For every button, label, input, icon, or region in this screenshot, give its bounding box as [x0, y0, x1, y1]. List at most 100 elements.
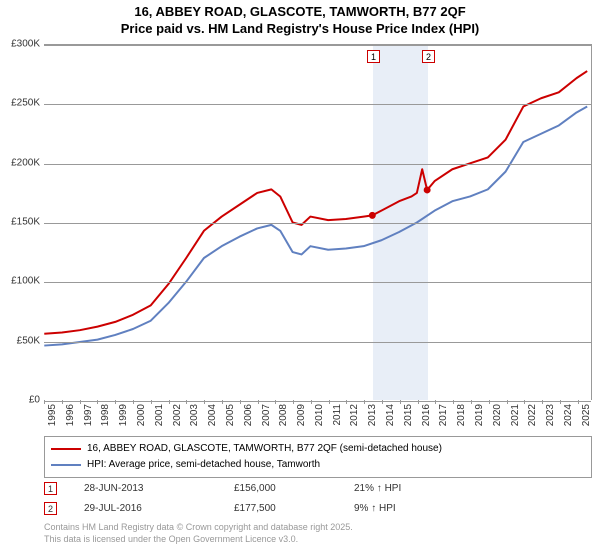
x-tick-label: 2024	[563, 404, 574, 426]
x-tick-label: 2007	[261, 404, 272, 426]
sale-row-price: £177,500	[234, 503, 354, 514]
x-tick	[382, 400, 383, 404]
y-tick-label: £100K	[11, 276, 40, 287]
x-tick-label: 2022	[527, 404, 538, 426]
y-gridline	[44, 223, 591, 224]
x-tick	[258, 400, 259, 404]
legend-item: 16, ABBEY ROAD, GLASCOTE, TAMWORTH, B77 …	[51, 441, 585, 457]
x-tick-label: 2017	[438, 404, 449, 426]
x-tick-label: 2025	[581, 404, 592, 426]
series-price_paid	[44, 71, 587, 334]
footer-line-1: Contains HM Land Registry data © Crown c…	[44, 522, 353, 534]
legend-item: HPI: Average price, semi-detached house,…	[51, 457, 585, 473]
legend-swatch	[51, 448, 81, 450]
x-tick-label: 2008	[278, 404, 289, 426]
x-tick-label: 2023	[545, 404, 556, 426]
y-tick-label: £150K	[11, 217, 40, 228]
x-tick-label: 2019	[474, 404, 485, 426]
x-tick-label: 2010	[314, 404, 325, 426]
x-tick-label: 2005	[225, 404, 236, 426]
x-tick	[507, 400, 508, 404]
x-tick	[418, 400, 419, 404]
y-gridline	[44, 104, 591, 105]
sale-dot	[424, 186, 431, 193]
x-tick	[240, 400, 241, 404]
x-tick	[62, 400, 63, 404]
x-tick	[471, 400, 472, 404]
x-tick	[293, 400, 294, 404]
x-tick-label: 2009	[296, 404, 307, 426]
x-tick	[169, 400, 170, 404]
chart-plot-area	[44, 44, 592, 400]
y-gridline	[44, 45, 591, 46]
x-tick	[489, 400, 490, 404]
sale-marker-1: 1	[367, 50, 380, 63]
x-tick-label: 2011	[332, 404, 343, 426]
y-tick-label: £200K	[11, 157, 40, 168]
x-tick-label: 2003	[189, 404, 200, 426]
x-tick	[275, 400, 276, 404]
y-tick-label: £300K	[11, 39, 40, 50]
sale-row-date: 28-JUN-2013	[84, 483, 234, 494]
x-tick	[186, 400, 187, 404]
y-gridline	[44, 342, 591, 343]
x-tick-label: 1999	[118, 404, 129, 426]
x-tick-label: 2001	[154, 404, 165, 426]
x-tick-label: 2013	[367, 404, 378, 426]
legend-swatch	[51, 464, 81, 466]
legend: 16, ABBEY ROAD, GLASCOTE, TAMWORTH, B77 …	[44, 436, 592, 478]
x-tick	[542, 400, 543, 404]
series-hpi	[44, 107, 587, 346]
sale-row-price: £156,000	[234, 483, 354, 494]
x-tick	[311, 400, 312, 404]
x-tick-label: 2006	[243, 404, 254, 426]
x-tick	[400, 400, 401, 404]
x-tick	[115, 400, 116, 404]
footer-attribution: Contains HM Land Registry data © Crown c…	[44, 522, 353, 545]
chart-title: 16, ABBEY ROAD, GLASCOTE, TAMWORTH, B77 …	[0, 0, 600, 38]
x-tick-label: 1996	[65, 404, 76, 426]
x-tick	[453, 400, 454, 404]
x-tick	[80, 400, 81, 404]
sale-row-diff: 21% ↑ HPI	[354, 483, 474, 494]
x-tick	[560, 400, 561, 404]
sale-row: 229-JUL-2016£177,5009% ↑ HPI	[44, 498, 474, 518]
x-tick-label: 2012	[349, 404, 360, 426]
x-tick	[222, 400, 223, 404]
sale-marker-2: 2	[422, 50, 435, 63]
x-tick-label: 1998	[100, 404, 111, 426]
x-tick	[364, 400, 365, 404]
x-tick	[329, 400, 330, 404]
x-tick-label: 2014	[385, 404, 396, 426]
sale-row-marker: 1	[44, 482, 84, 495]
title-line-1: 16, ABBEY ROAD, GLASCOTE, TAMWORTH, B77 …	[0, 4, 600, 21]
sale-row-diff: 9% ↑ HPI	[354, 503, 474, 514]
sale-row: 128-JUN-2013£156,00021% ↑ HPI	[44, 478, 474, 498]
y-gridline	[44, 164, 591, 165]
y-tick-label: £250K	[11, 98, 40, 109]
x-tick-label: 2015	[403, 404, 414, 426]
sale-row-date: 29-JUL-2016	[84, 503, 234, 514]
footer-line-2: This data is licensed under the Open Gov…	[44, 534, 353, 546]
x-tick	[133, 400, 134, 404]
x-tick	[435, 400, 436, 404]
x-tick	[346, 400, 347, 404]
x-tick	[97, 400, 98, 404]
x-tick	[204, 400, 205, 404]
x-tick-label: 2004	[207, 404, 218, 426]
title-line-2: Price paid vs. HM Land Registry's House …	[0, 21, 600, 38]
x-tick	[578, 400, 579, 404]
sale-row-marker: 2	[44, 502, 84, 515]
sales-table: 128-JUN-2013£156,00021% ↑ HPI229-JUL-201…	[44, 478, 474, 518]
legend-label: 16, ABBEY ROAD, GLASCOTE, TAMWORTH, B77 …	[87, 441, 442, 457]
y-gridline	[44, 282, 591, 283]
x-tick	[151, 400, 152, 404]
y-tick-label: £0	[29, 395, 40, 406]
y-tick-label: £50K	[17, 335, 40, 346]
x-tick-label: 2002	[172, 404, 183, 426]
x-tick-label: 2018	[456, 404, 467, 426]
x-tick	[44, 400, 45, 404]
x-tick-label: 2021	[510, 404, 521, 426]
x-tick-label: 1997	[83, 404, 94, 426]
x-tick-label: 1995	[47, 404, 58, 426]
